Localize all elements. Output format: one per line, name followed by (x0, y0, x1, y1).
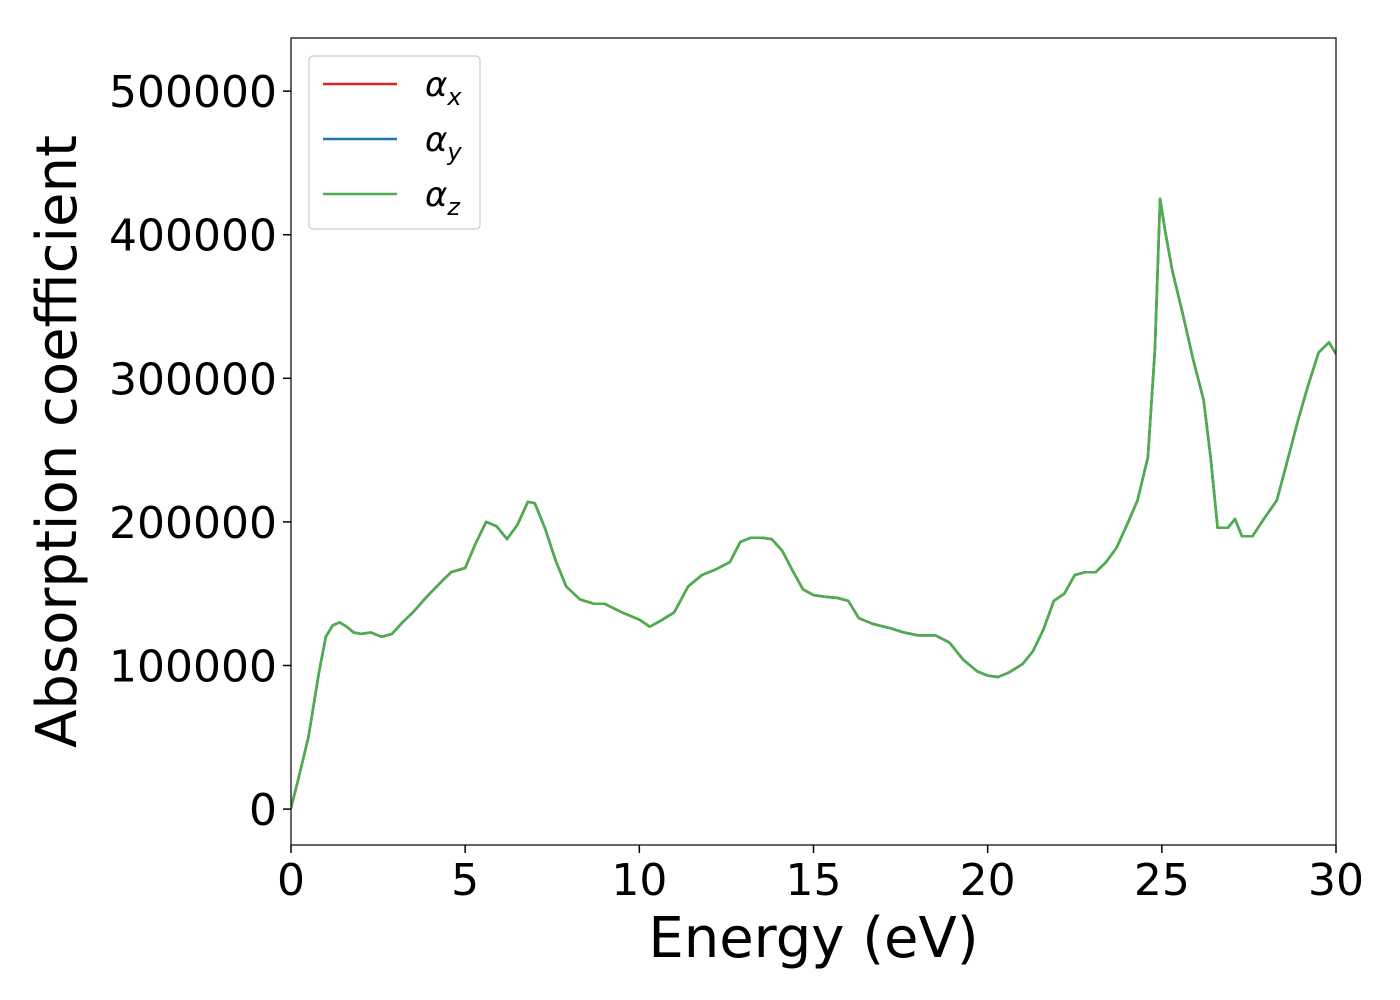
y-tick-label: 400000 (109, 211, 277, 262)
y-tick-label: 200000 (109, 498, 277, 549)
x-tick-label: 5 (451, 855, 479, 906)
x-tick-label: 0 (277, 855, 305, 906)
x-tick-label: 30 (1308, 855, 1364, 906)
legend-label-z: αz (425, 175, 461, 221)
series-line-z (291, 197, 1336, 809)
x-tick-label: 15 (786, 855, 842, 906)
x-tick-label: 25 (1134, 855, 1190, 906)
series-line-y (291, 197, 1336, 809)
y-axis: 0 100000 200000 300000 400000 500000 (109, 67, 291, 836)
x-axis-title: Energy (eV) (648, 906, 978, 971)
x-axis: 0 5 10 15 20 25 30 (277, 845, 1364, 906)
y-tick-label: 300000 (109, 354, 277, 405)
y-tick-label: 500000 (109, 67, 277, 118)
series-layer (291, 197, 1336, 809)
y-tick-label: 0 (249, 785, 277, 836)
series-line-x (291, 197, 1336, 809)
x-tick-label: 20 (960, 855, 1016, 906)
y-tick-label: 100000 (109, 642, 277, 693)
x-tick-label: 10 (611, 855, 667, 906)
y-axis-title: Absorption coefficient (25, 135, 90, 748)
legend-box (308, 55, 481, 230)
